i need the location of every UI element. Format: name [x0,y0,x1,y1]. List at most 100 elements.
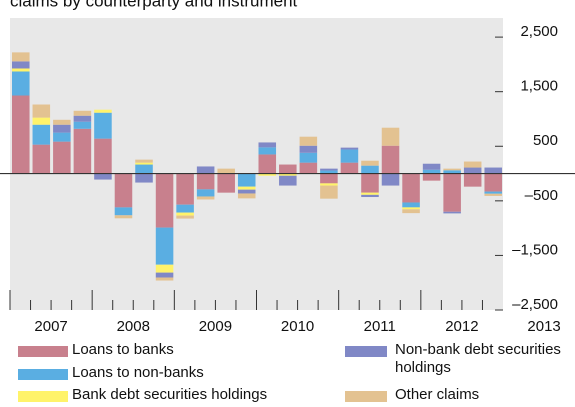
bar-segment [320,168,338,171]
bar-segment [237,173,256,187]
bar-segment [279,164,297,174]
legend-swatch [18,369,68,380]
bar-segment [32,117,51,125]
legend-swatch [18,346,68,357]
y-tick-label: –500 [525,187,558,204]
bar-segment [196,189,215,197]
legend-label: Loans to non-banks [72,364,204,381]
y-tick-label: –2,500 [512,296,558,313]
bar-segment [53,141,71,174]
bar-segment [155,277,174,281]
bar-segment [176,204,194,213]
bar-segment [299,162,318,174]
bar-segment [155,272,174,278]
bar-segment [320,185,338,199]
x-group-label: 2008 [117,318,150,335]
bar-segment [53,124,71,133]
bar-segment [94,173,112,180]
bar-segment [258,142,277,148]
bar-segment [258,147,277,155]
bar-segment [320,170,338,174]
x-group-label: 2013 [527,318,560,335]
bar-segment [135,173,153,183]
bar-segment [381,173,400,186]
bar-segment [258,173,277,176]
bar-segment [237,193,256,199]
bar-segment [279,173,297,176]
bar-segment [340,162,359,174]
chart-title: claims by counterparty and instrument [10,0,298,10]
bar-segment [463,173,482,187]
legend-label: Loans to banks [72,341,174,358]
bar-segment [402,202,420,208]
bar-segment [320,173,338,184]
bar-segment [196,166,215,174]
bar-segment [402,173,420,203]
bar-segment [422,173,441,181]
bar-segment [463,161,482,168]
x-group-label: 2009 [199,318,232,335]
x-group-label: 2011 [364,318,396,335]
y-tick-label: –1,500 [512,241,558,258]
bar-segment [12,61,30,69]
bar-segment [176,215,194,219]
bar-segment [484,173,502,192]
bar-segment [196,173,215,190]
bar-segment [279,175,297,186]
bar-segment [340,149,359,163]
bar-segment [32,144,51,174]
bar-segment [361,194,379,198]
bar-segment [53,119,71,125]
bar-segment [443,173,461,212]
bar-segment [484,193,502,196]
y-tick-label: 2,500 [520,23,558,40]
bar-segment [32,104,51,118]
bar-segment [299,152,318,163]
legend-label: Other claims [395,386,480,403]
bar-segment [12,71,30,96]
bar-segment [12,95,30,174]
bar-segment [73,128,92,174]
bar-segment [114,215,133,219]
bar-segment [155,264,174,273]
bar-segment [135,164,153,174]
bar-segment [73,121,92,129]
bar-segment [155,173,174,228]
bar-segment [217,173,235,193]
bar-segment [361,160,379,166]
bar-segment [443,170,461,174]
legend-swatch [345,391,387,402]
bar-segment [422,163,441,170]
x-group-label: 2007 [34,318,67,335]
bar-segment [320,183,338,186]
bar-segment [217,168,235,174]
bar-segment [361,192,379,195]
bar-segment [340,147,359,150]
legend-swatch [345,346,387,357]
bar-segment [94,109,112,113]
bar-segment [361,165,379,174]
legend-label: Bank debt securities holdings [72,386,268,403]
bar-segment [443,211,461,214]
bar-segment [73,115,92,122]
bar-segment [422,169,441,174]
bar-segment [237,189,256,194]
bar-segment [463,167,482,174]
bar-segment [12,52,30,62]
bar-segment [299,136,318,146]
y-tick-label: 500 [533,132,558,149]
bar-segment [176,212,194,216]
bar-segment [176,173,194,205]
bar-segment [73,110,92,116]
y-tick-label: 1,500 [520,78,558,95]
bar-segment [299,145,318,153]
legend-swatch [18,391,68,402]
bar-segment [12,68,30,72]
bar-segment [53,132,71,142]
plot-area [10,18,503,310]
bar-segment [135,159,153,163]
bar-segment [237,186,256,190]
bar-segment [114,207,133,216]
x-group-label: 2010 [281,318,314,335]
